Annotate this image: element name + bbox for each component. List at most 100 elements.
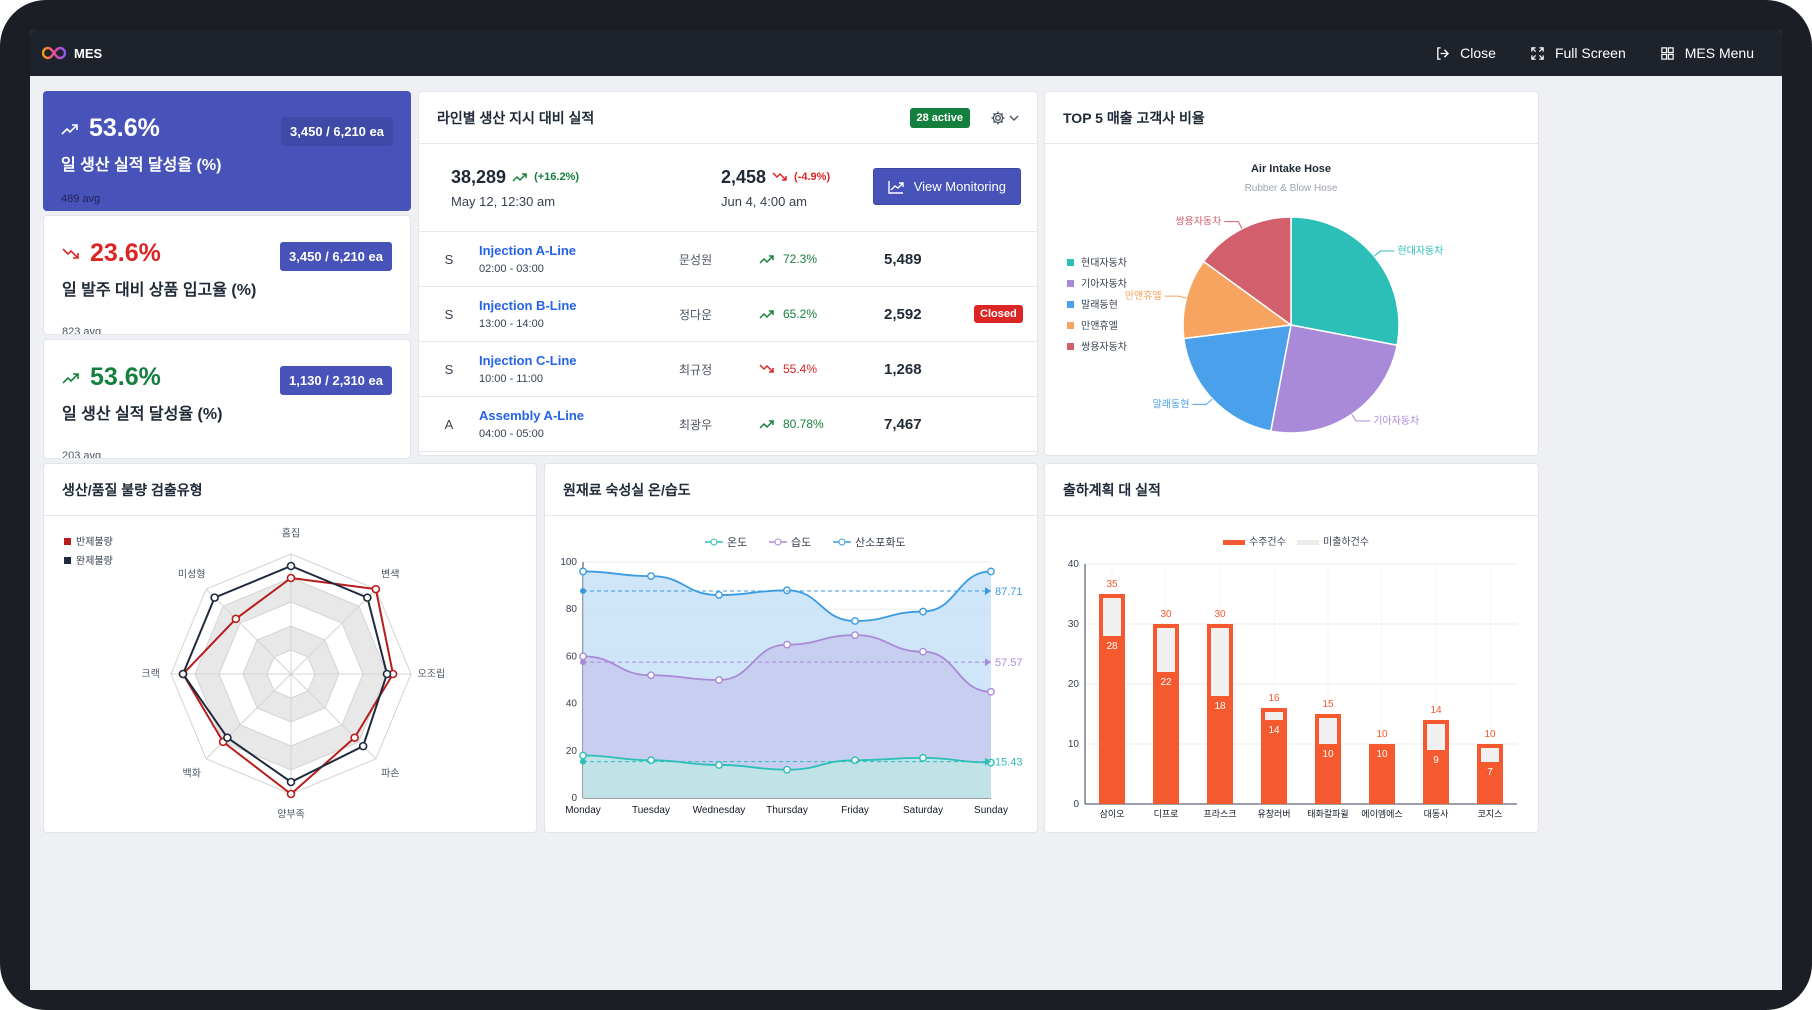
operator-cell: 최광우 (679, 417, 713, 432)
ship-bar-unshipped (1481, 748, 1499, 762)
settings-dropdown[interactable] (990, 110, 1019, 126)
radar-axis-label: 흠집 (282, 527, 300, 540)
kpi-card-production-2[interactable]: 53.6% 일 생산 실적 달성율 (%) 203 avg 1,130 / 2,… (43, 339, 411, 459)
pie-slice-label: 쌍용자동차 (1175, 216, 1221, 228)
ship-unshipped-value: 9 (1433, 755, 1439, 766)
climate-card-title: 원재료 숙성실 온/습도 (563, 481, 691, 498)
climate-chart: 0 20 40 60 80 100 Monday Tuesday Wednesday Thursd… (560, 536, 1023, 816)
trend-down-icon (62, 238, 80, 268)
climate-avg-label: 15.43 (995, 757, 1023, 769)
radar-point (178, 669, 188, 679)
production-card: 라인별 생산 지시 대비 실적 28 active 38,289 (+16.2%… (418, 91, 1038, 456)
rate-value: 80.78% (783, 417, 824, 431)
climate-point (851, 756, 859, 765)
radar-legend-swatch (64, 538, 71, 545)
operator-cell: 문성원 (679, 252, 713, 267)
line-cell: Injection B-Line 13:00 - 14:00 (479, 298, 679, 330)
fullscreen-button[interactable]: Full Screen (1530, 45, 1626, 61)
climate-x-tick: Monday (565, 805, 601, 816)
mes-menu-button[interactable]: MES Menu (1660, 45, 1754, 61)
kpi-card-production[interactable]: 53.6% 일 생산 실적 달성율 (%) 489 avg 3,450 / 6,… (43, 91, 411, 211)
quantity-cell: 5,489 (884, 250, 922, 268)
production-row[interactable]: S Injection C-Line 10:00 - 11:00 최규정 55.4% 1,… (419, 342, 1037, 397)
ship-legend-label: 수주건수 (1249, 536, 1286, 548)
trend-down-icon (759, 364, 774, 373)
production-row[interactable]: Assembly B-Line (419, 452, 1037, 455)
climate-avg-arrow (985, 658, 991, 667)
trend-up-icon (759, 420, 774, 429)
ship-bar-value: 10 (1484, 729, 1496, 740)
trend-up-icon (759, 255, 774, 264)
climate-y-tick: 20 (566, 746, 578, 757)
climate-point (579, 751, 587, 760)
climate-legend-label: 산소포화도 (855, 536, 906, 549)
ship-x-tick: 삼이오 (1100, 809, 1125, 819)
radar-axis-label: 파손 (381, 767, 399, 779)
climate-point (919, 753, 927, 762)
radar-point (286, 777, 296, 787)
kpi-card-receiving[interactable]: 23.6% 일 발주 대비 상품 입고율 (%) 823 avg 3,450 /… (43, 215, 411, 335)
shift-cell: S (444, 361, 454, 377)
line-name-link[interactable]: Injection A-Line (479, 243, 577, 258)
radar-card-header: 생산/품질 불량 검출유형 (44, 464, 536, 516)
rate-value: 72.3% (783, 252, 818, 266)
ship-unshipped-value: 10 (1376, 749, 1388, 760)
line-time: 10:00 - 11:00 (479, 373, 544, 385)
kpi-value: 53.6% (90, 363, 161, 391)
climate-x-tick: Tuesday (632, 805, 670, 816)
radar-point (210, 593, 219, 602)
production-row[interactable]: S Injection A-Line 02:00 - 03:00 문성원 72.3% 5,… (419, 232, 1037, 287)
production-row[interactable]: S Injection B-Line 13:00 - 14:00 정다운 65.2% 2,… (419, 287, 1037, 342)
climate-avg-label: 57.57 (995, 657, 1023, 669)
ship-bar-orders (1261, 708, 1287, 804)
line-name-link[interactable]: Injection B-Line (479, 298, 577, 313)
radar-point (231, 614, 241, 624)
ship-x-tick: 디프로 (1154, 809, 1179, 819)
trend-up-icon (512, 173, 527, 182)
view-monitoring-button[interactable]: View Monitoring (872, 168, 1021, 205)
ship-y-tick: 40 (1068, 559, 1080, 570)
summary-block: 2,458 (-4.9%) Jun 4, 4:00 am (721, 167, 991, 209)
shift-cell: S (444, 306, 454, 322)
ship-bar-value: 30 (1160, 609, 1172, 620)
line-cell: Injection C-Line 10:00 - 11:00 (479, 353, 679, 385)
defect-radar-card: 생산/품질 불량 검출유형 흠집 변색 오조립 파손 양부족 백화 크랙 미성형 반제불량 완제불… (43, 463, 537, 833)
ship-bar-unshipped (1265, 712, 1283, 720)
radar-point (223, 733, 232, 742)
climate-legend-label: 습도 (791, 536, 811, 549)
top-nav: Close Full Screen MES Menu (1435, 45, 1754, 61)
grid-icon (1661, 46, 1674, 60)
radar-axis-label: 크랙 (141, 668, 159, 680)
summary-value: 38,289 (451, 166, 507, 187)
radar-axis-label: 미성형 (178, 569, 206, 581)
kpi-badge: 3,450 / 6,210 ea (281, 117, 393, 146)
pie-legend-swatch (1067, 322, 1074, 329)
pie-label-leader (1224, 221, 1243, 229)
ship-x-tick: 코지스 (1478, 809, 1503, 819)
climate-point (919, 647, 927, 656)
logout-icon (1437, 46, 1450, 60)
summary-date: Jun 4, 4:00 am (721, 193, 807, 209)
pie-legend-label: 말래동현 (1081, 299, 1118, 311)
line-name-link[interactable]: Injection C-Line (479, 353, 577, 368)
kpi-label: 일 발주 대비 상품 입고율 (%) (62, 282, 257, 299)
kpi-avg: 823 avg (62, 326, 102, 335)
summary-change: (+16.2%) (534, 171, 580, 183)
summary-block: 38,289 (+16.2%) May 12, 12:30 am (451, 167, 721, 209)
radar-legend-swatch (64, 557, 71, 564)
production-row[interactable]: A Assembly A-Line 04:00 - 05:00 최광우 80.78% 7,… (419, 397, 1037, 452)
kpi-label: 일 생산 실적 달성율 (%) (61, 157, 222, 174)
line-name-link[interactable]: Assembly A-Line (479, 408, 584, 423)
production-table: S Injection A-Line 02:00 - 03:00 문성원 72.3% 5,… (419, 232, 1037, 455)
ship-unshipped-value: 28 (1106, 641, 1118, 652)
radar-axis-line (290, 588, 377, 675)
pie-legend-swatch (1067, 259, 1074, 266)
close-button[interactable]: Close (1435, 45, 1496, 61)
climate-card: 원재료 숙성실 온/습도 0 20 40 60 80 100 Monday Tuesday We… (544, 463, 1038, 833)
climate-x-tick: Thursday (766, 805, 808, 816)
ship-bar-orders (1369, 744, 1395, 804)
ship-bar-value: 16 (1268, 693, 1280, 704)
ship-y-tick: 30 (1068, 619, 1080, 630)
pie-legend-label: 쌍용자동차 (1081, 341, 1127, 353)
pie-legend-label: 기아자동차 (1081, 278, 1127, 290)
